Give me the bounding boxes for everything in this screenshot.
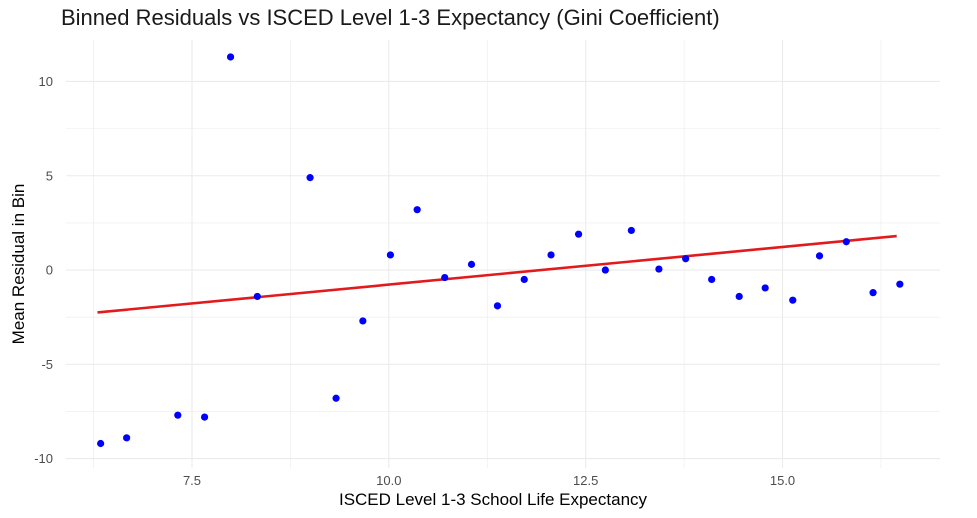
data-point: [842, 238, 850, 246]
data-point: [682, 255, 690, 263]
y-tick-label: 5: [46, 168, 53, 183]
data-point: [896, 280, 904, 288]
chart-title: Binned Residuals vs ISCED Level 1-3 Expe…: [61, 5, 720, 30]
x-tick-label: 7.5: [183, 473, 201, 488]
data-point: [869, 289, 877, 297]
data-point: [359, 317, 367, 325]
tick-labels: 7.5 10.0 12.5 15.0 -10 -5 0 5 10: [34, 74, 795, 488]
data-point: [708, 275, 716, 284]
data-point: [97, 439, 105, 448]
data-point: [627, 226, 635, 235]
data-point: [761, 284, 769, 292]
y-tick-label: -5: [41, 357, 53, 372]
x-tick-label: 12.5: [573, 473, 598, 488]
data-point: [601, 266, 609, 274]
data-point: [174, 411, 182, 419]
data-point: [655, 265, 663, 273]
data-point: [493, 302, 502, 310]
x-axis-title: ISCED Level 1-3 School Life Expectancy: [339, 490, 648, 509]
data-point: [789, 296, 797, 304]
data-point: [306, 174, 314, 182]
data-point: [332, 394, 340, 402]
data-point: [413, 206, 421, 214]
data-point: [735, 292, 743, 301]
data-point: [386, 251, 395, 259]
data-point: [200, 413, 209, 421]
y-tick-label: 0: [46, 263, 53, 278]
points-layer: [97, 53, 904, 448]
data-point: [547, 251, 555, 259]
grid-layer: [66, 40, 940, 468]
trend-line-layer: [97, 234, 897, 314]
y-tick-label: 10: [39, 74, 53, 89]
y-axis-title: Mean Residual in Bin: [9, 184, 28, 345]
data-point: [253, 292, 261, 301]
trend-line: [97, 234, 897, 314]
data-point: [520, 275, 528, 284]
data-point: [815, 252, 824, 260]
x-tick-label: 15.0: [770, 473, 795, 488]
data-point: [574, 230, 583, 238]
x-tick-label: 10.0: [376, 473, 401, 488]
data-point: [467, 260, 476, 268]
y-tick-label: -10: [34, 451, 53, 466]
data-point: [226, 53, 235, 61]
data-point: [441, 273, 449, 282]
data-point: [123, 434, 131, 442]
